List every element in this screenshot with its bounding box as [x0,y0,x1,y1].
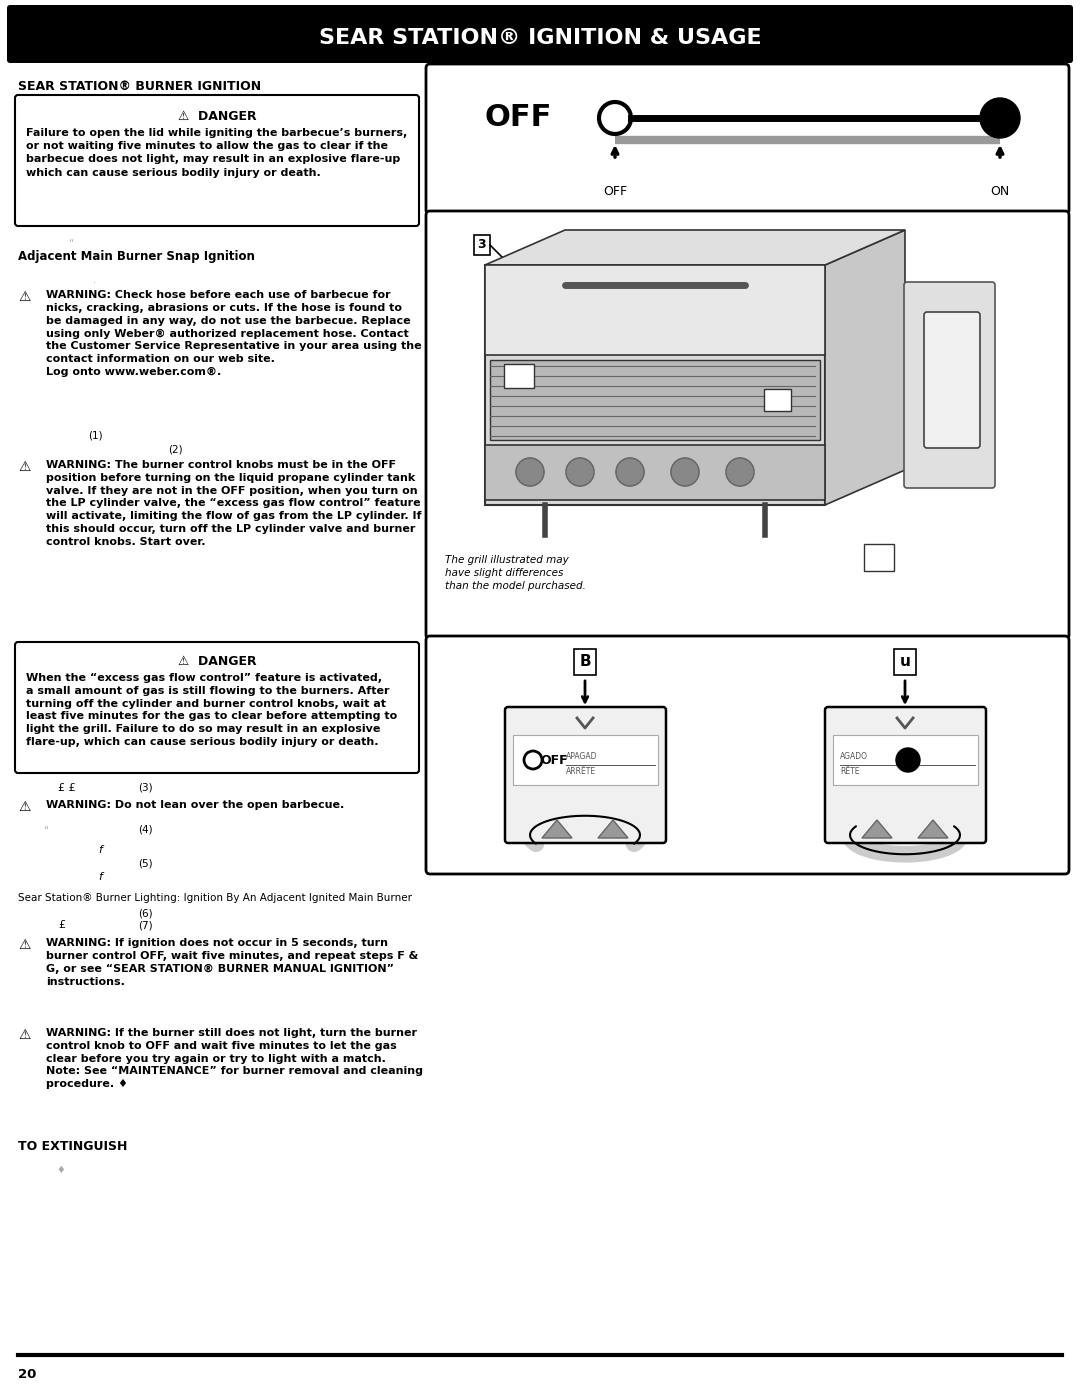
Text: WARNING: Do not lean over the open barbecue.: WARNING: Do not lean over the open barbe… [46,800,345,810]
Text: 20: 20 [18,1368,37,1382]
Text: When the “excess gas flow control” feature is activated,
a small amount of gas i: When the “excess gas flow control” featu… [26,673,397,747]
Text: WARNING: Check hose before each use of barbecue for
nicks, cracking, abrasions o: WARNING: Check hose before each use of b… [46,291,421,377]
Text: TO EXTINGUISH: TO EXTINGUISH [18,1140,127,1153]
Text: (3): (3) [138,782,152,793]
Text: WARNING: If ignition does not occur in 5 seconds, turn
burner control OFF, wait : WARNING: If ignition does not occur in 5… [46,937,418,986]
Text: Sear Station® Burner Lighting: Ignition By An Adjacent Ignited Main Burner: Sear Station® Burner Lighting: Ignition … [18,893,411,902]
FancyBboxPatch shape [426,211,1069,638]
Circle shape [980,98,1020,138]
Text: OFF: OFF [603,184,627,198]
Text: 3: 3 [477,239,486,251]
FancyBboxPatch shape [924,312,980,448]
Text: ♦: ♦ [56,1165,65,1175]
FancyBboxPatch shape [764,388,791,411]
Polygon shape [918,820,948,838]
Circle shape [671,458,699,486]
Text: (6): (6) [138,908,152,918]
FancyBboxPatch shape [490,360,820,440]
Circle shape [516,458,544,486]
Polygon shape [598,820,627,838]
Text: ⚠  DANGER: ⚠ DANGER [178,110,256,123]
Polygon shape [485,231,905,265]
Text: RÊTE: RÊTE [840,767,860,775]
FancyBboxPatch shape [485,446,825,500]
FancyBboxPatch shape [426,636,1069,875]
Text: ⚠  DANGER: ⚠ DANGER [178,655,256,668]
Polygon shape [542,820,572,838]
Text: X: X [515,372,523,381]
Text: “: “ [68,237,73,249]
Text: ⚠: ⚠ [18,800,30,814]
Text: (2): (2) [168,446,183,455]
Polygon shape [825,231,905,504]
Circle shape [616,458,644,486]
Text: (1): (1) [87,430,103,440]
Text: AGADO: AGADO [840,752,868,761]
Text: SEAR STATION® IGNITION & USAGE: SEAR STATION® IGNITION & USAGE [319,28,761,47]
Text: ⚠: ⚠ [18,937,30,951]
Text: APAGAD: APAGAD [566,752,597,761]
FancyBboxPatch shape [864,543,894,571]
Text: ·: · [93,278,96,288]
Text: WARNING: The burner control knobs must be in the OFF
position before turning on : WARNING: The burner control knobs must b… [46,460,421,546]
Text: OFF: OFF [485,103,552,133]
FancyBboxPatch shape [426,64,1069,214]
Text: ARRÊTE: ARRÊTE [566,767,596,775]
Text: ON: ON [990,184,1010,198]
FancyBboxPatch shape [504,365,534,388]
Text: f: f [98,872,102,882]
FancyBboxPatch shape [15,643,419,773]
Text: ⚠: ⚠ [18,460,30,474]
Text: 2: 2 [616,339,624,351]
Text: “: “ [43,826,49,835]
Polygon shape [862,820,892,838]
Text: Failure to open the lid while igniting the barbecue’s burners,
or not waiting fi: Failure to open the lid while igniting t… [26,129,407,177]
Text: The grill illustrated may
have slight differences
than the model purchased.: The grill illustrated may have slight di… [445,555,585,591]
FancyBboxPatch shape [505,707,666,842]
FancyBboxPatch shape [833,735,978,785]
Text: ⚠: ⚠ [18,1028,30,1042]
Text: ⚠: ⚠ [18,291,30,305]
Circle shape [726,458,754,486]
Text: f: f [98,845,102,855]
Circle shape [566,458,594,486]
FancyBboxPatch shape [15,95,419,226]
Text: (7): (7) [138,921,152,930]
FancyBboxPatch shape [6,6,1074,63]
Text: WARNING: If the burner still does not light, turn the burner
control knob to OFF: WARNING: If the burner still does not li… [46,1028,423,1090]
Text: Adjacent Main Burner Snap Ignition: Adjacent Main Burner Snap Ignition [18,250,255,263]
Text: (5): (5) [138,858,152,868]
FancyBboxPatch shape [485,265,825,355]
Text: £ £: £ £ [58,782,76,793]
Text: OFF: OFF [540,753,568,767]
Text: SEAR STATION® BURNER IGNITION: SEAR STATION® BURNER IGNITION [18,80,261,94]
FancyBboxPatch shape [904,282,995,488]
Text: £: £ [58,921,65,930]
Circle shape [896,747,920,773]
Text: X: X [876,552,882,562]
Text: (4): (4) [138,826,152,835]
Text: u: u [900,655,910,669]
FancyBboxPatch shape [485,265,825,504]
FancyBboxPatch shape [513,735,658,785]
Text: 1: 1 [651,339,659,351]
Text: B: B [579,655,591,669]
Text: X: X [775,395,781,405]
FancyBboxPatch shape [825,707,986,842]
